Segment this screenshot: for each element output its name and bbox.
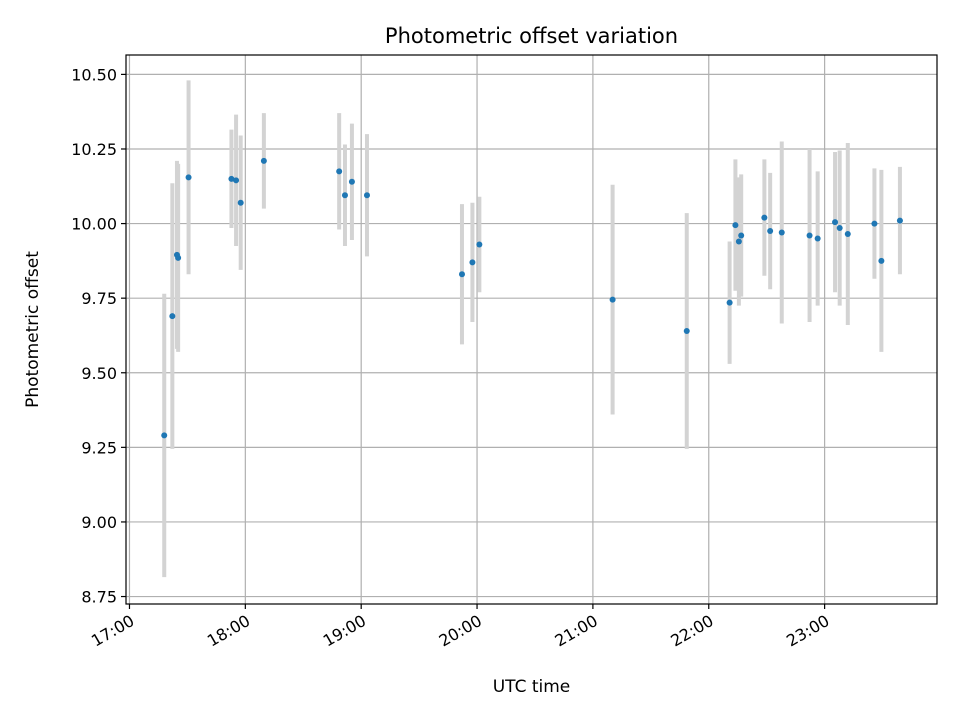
chart-title: Photometric offset variation bbox=[385, 24, 678, 48]
data-point bbox=[469, 259, 476, 266]
axis-ticks: 17:00 18:00 19:00 20:00 21:00 22:00 23:00 8.75 9… bbox=[71, 65, 832, 650]
data-point bbox=[814, 235, 821, 242]
data-point bbox=[683, 327, 690, 334]
data-point bbox=[228, 175, 235, 182]
data-point bbox=[806, 232, 813, 239]
x-tick-label: 18:00 bbox=[204, 611, 253, 651]
data-point bbox=[832, 219, 839, 226]
data-point bbox=[185, 174, 192, 181]
data-point bbox=[363, 192, 370, 199]
data-point bbox=[341, 192, 348, 199]
data-point bbox=[237, 199, 244, 206]
data-point bbox=[260, 157, 267, 164]
x-tick-label: 20:00 bbox=[436, 611, 485, 651]
y-tick-label: 8.75 bbox=[81, 588, 117, 607]
data-point bbox=[732, 222, 739, 229]
data-point bbox=[871, 220, 878, 227]
y-tick-label: 10.50 bbox=[71, 65, 117, 84]
data-point bbox=[233, 177, 240, 184]
data-point bbox=[476, 241, 483, 248]
data-points bbox=[161, 157, 903, 439]
data-point bbox=[735, 238, 742, 245]
x-tick-label: 17:00 bbox=[88, 611, 137, 651]
data-point bbox=[738, 232, 745, 239]
data-point bbox=[878, 257, 885, 264]
y-tick-label: 10.00 bbox=[71, 215, 117, 234]
data-point bbox=[726, 299, 733, 306]
data-point bbox=[161, 432, 168, 439]
data-point bbox=[778, 229, 785, 236]
x-tick-label: 23:00 bbox=[783, 611, 832, 651]
data-point bbox=[169, 313, 176, 320]
data-point bbox=[175, 254, 182, 261]
x-axis-label: UTC time bbox=[493, 677, 571, 697]
grid-lines bbox=[126, 55, 937, 604]
x-tick-label: 19:00 bbox=[320, 611, 369, 651]
y-tick-label: 9.50 bbox=[81, 364, 117, 383]
data-point bbox=[767, 228, 774, 235]
x-tick-label: 21:00 bbox=[551, 611, 600, 651]
x-tick-label: 22:00 bbox=[667, 611, 716, 651]
data-point bbox=[761, 214, 768, 221]
data-point bbox=[896, 217, 903, 224]
y-axis-label: Photometric offset bbox=[23, 251, 43, 408]
data-point bbox=[458, 271, 465, 278]
y-tick-label: 10.25 bbox=[71, 140, 117, 159]
y-tick-label: 9.75 bbox=[81, 289, 117, 308]
y-tick-label: 9.25 bbox=[81, 438, 117, 457]
data-point bbox=[609, 296, 616, 303]
data-point bbox=[836, 225, 843, 232]
data-point bbox=[844, 231, 851, 238]
data-point bbox=[348, 178, 355, 185]
error-bars bbox=[162, 80, 902, 578]
y-tick-label: 9.00 bbox=[81, 513, 117, 532]
plot-frame bbox=[125, 54, 938, 605]
data-point bbox=[336, 168, 343, 175]
